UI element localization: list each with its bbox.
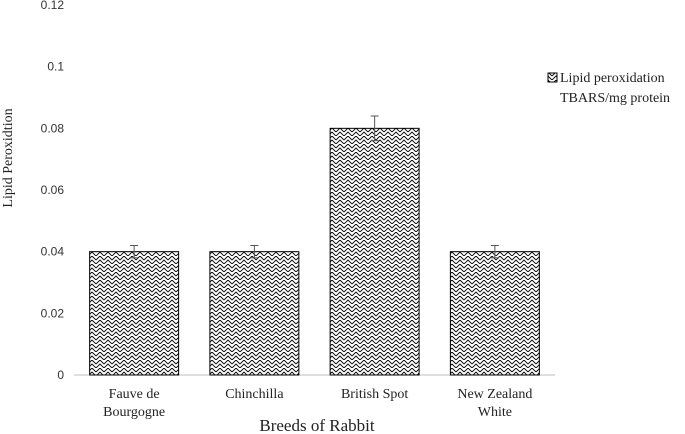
bar <box>449 251 540 376</box>
x-axis-title: Breeds of Rabbit <box>259 416 374 434</box>
legend-label-line-2: TBARS/mg protein <box>560 91 670 106</box>
error-bar <box>370 115 379 142</box>
legend-swatch <box>547 72 558 83</box>
y-tick-label: 0.04 <box>41 245 65 259</box>
y-axis-ticks: 0 0.02 0.04 0.06 0.08 0.1 0.12 <box>41 0 65 382</box>
y-axis-title: Lipid Peroxidtion <box>1 108 16 207</box>
legend-label-line-1: Lipid peroxidation <box>560 71 665 86</box>
x-tick-label: Chinchilla <box>225 387 284 402</box>
error-bars <box>130 115 499 259</box>
bar <box>209 251 300 376</box>
y-tick-label: 0.1 <box>47 60 64 74</box>
category-labels: Fauve de Bourgogne Chinchilla British Spot N… <box>103 387 532 420</box>
y-tick-label: 0.08 <box>41 121 65 135</box>
bars <box>89 127 540 376</box>
bar <box>329 127 420 376</box>
y-tick-label: 0.02 <box>41 306 65 320</box>
error-bar <box>250 245 259 259</box>
error-bar <box>490 245 499 259</box>
y-tick-label: 0.06 <box>41 183 65 197</box>
x-tick-label: British Spot <box>341 387 408 402</box>
error-bar <box>130 245 139 259</box>
bar <box>89 251 180 376</box>
y-tick-label: 0 <box>57 368 64 382</box>
legend: Lipid peroxidation TBARS/mg protein <box>547 71 670 106</box>
x-tick-label: Fauve de Bourgogne <box>103 387 165 420</box>
y-tick-label: 0.12 <box>41 0 65 12</box>
x-tick-label: New Zealand White <box>457 387 532 420</box>
